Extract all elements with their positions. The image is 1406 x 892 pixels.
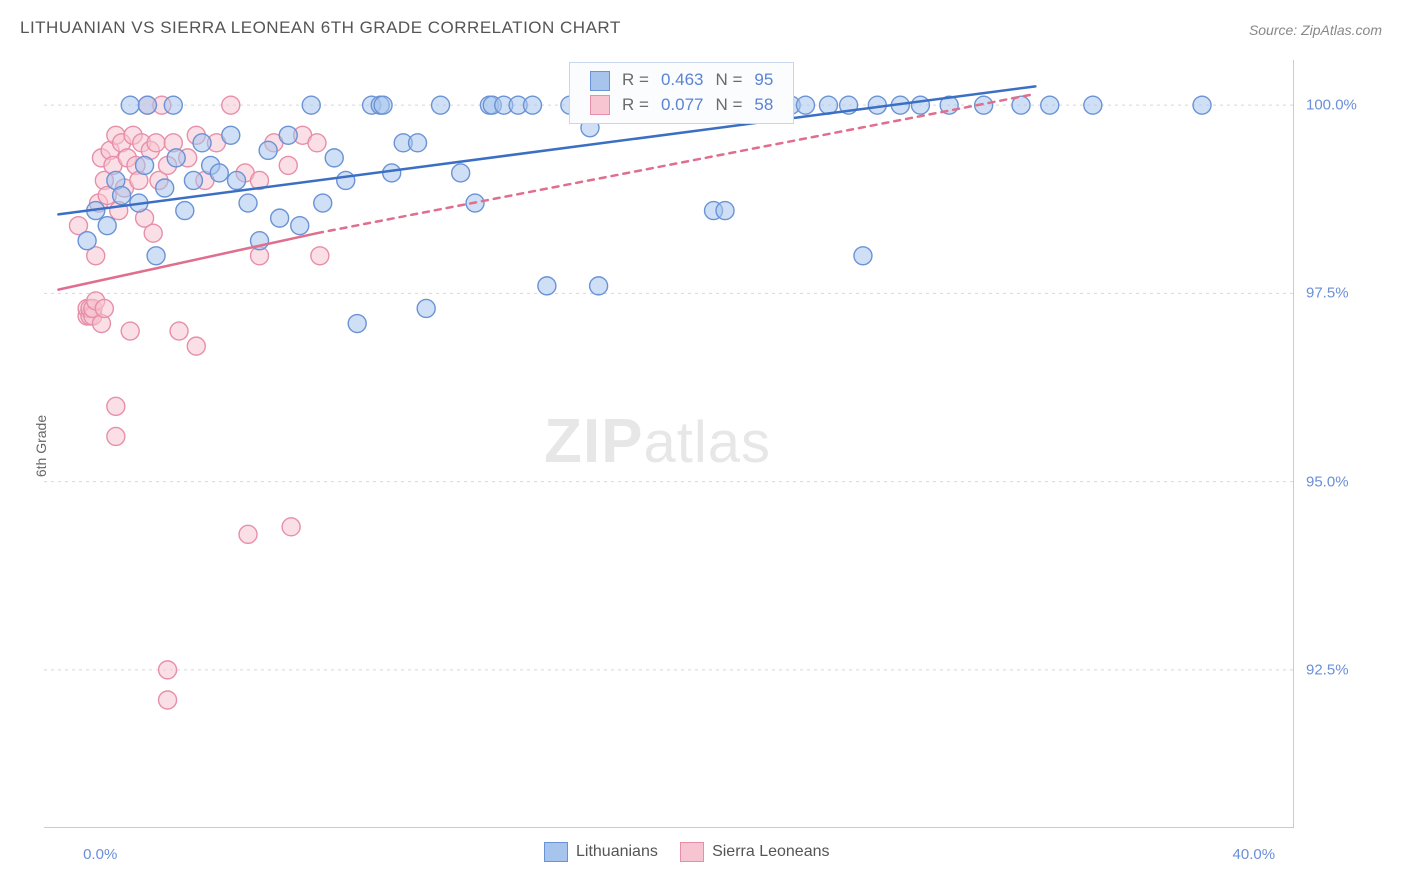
y-tick-label: 95.0% <box>1306 473 1366 490</box>
stats-a-R-label: R = <box>616 68 655 93</box>
y-tick-label: 100.0% <box>1306 97 1366 114</box>
stats-a-N: 95 <box>748 68 779 93</box>
legend-b-label: Sierra Leoneans <box>712 843 829 860</box>
y-tick-label: 92.5% <box>1306 661 1366 678</box>
stats-a-R: 0.463 <box>655 68 710 93</box>
legend-b-swatch <box>680 842 704 862</box>
stats-b-R: 0.077 <box>655 93 710 118</box>
plot-area <box>44 60 1294 828</box>
stats-b-R-label: R = <box>616 93 655 118</box>
series-a-swatch <box>590 71 610 91</box>
stats-row-b: R = 0.077 N = 58 <box>584 93 779 118</box>
scatter-chart <box>44 60 1294 828</box>
chart-title: LITHUANIAN VS SIERRA LEONEAN 6TH GRADE C… <box>20 18 621 38</box>
stats-a-N-label: N = <box>709 68 748 93</box>
stats-box: R = 0.463 N = 95 R = 0.077 N = 58 <box>569 62 794 124</box>
y-tick-label: 97.5% <box>1306 285 1366 302</box>
legend-a-swatch <box>544 842 568 862</box>
stats-row-a: R = 0.463 N = 95 <box>584 68 779 93</box>
series-b-swatch <box>590 95 610 115</box>
x-tick-label: 0.0% <box>83 846 117 863</box>
stats-b-N-label: N = <box>709 93 748 118</box>
stats-b-N: 58 <box>748 93 779 118</box>
source-label: Source: ZipAtlas.com <box>1249 22 1382 38</box>
x-tick-label: 40.0% <box>1233 846 1276 863</box>
legend-a-label: Lithuanians <box>576 843 658 860</box>
legend: Lithuanians Sierra Leoneans <box>544 842 830 862</box>
